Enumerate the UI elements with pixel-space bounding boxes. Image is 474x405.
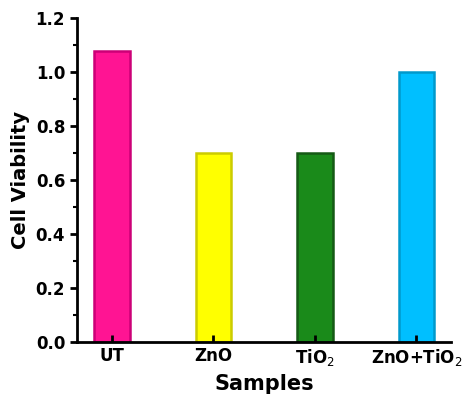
- Y-axis label: Cell Viability: Cell Viability: [11, 111, 30, 249]
- X-axis label: Samples: Samples: [214, 374, 314, 394]
- Bar: [297, 153, 333, 343]
- Bar: [196, 153, 231, 343]
- Bar: [94, 51, 129, 343]
- Bar: [399, 72, 434, 343]
